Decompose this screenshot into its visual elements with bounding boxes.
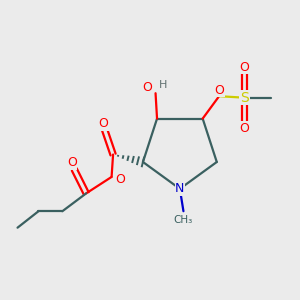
Text: O: O (142, 81, 152, 94)
Text: O: O (214, 84, 224, 97)
Text: CH₃: CH₃ (174, 215, 193, 225)
Text: S: S (240, 91, 249, 105)
Text: O: O (239, 61, 249, 74)
Text: O: O (239, 122, 249, 135)
Text: N: N (175, 182, 184, 195)
Text: H: H (159, 80, 167, 90)
Text: O: O (116, 173, 125, 186)
Text: O: O (67, 156, 77, 170)
Text: O: O (98, 117, 108, 130)
